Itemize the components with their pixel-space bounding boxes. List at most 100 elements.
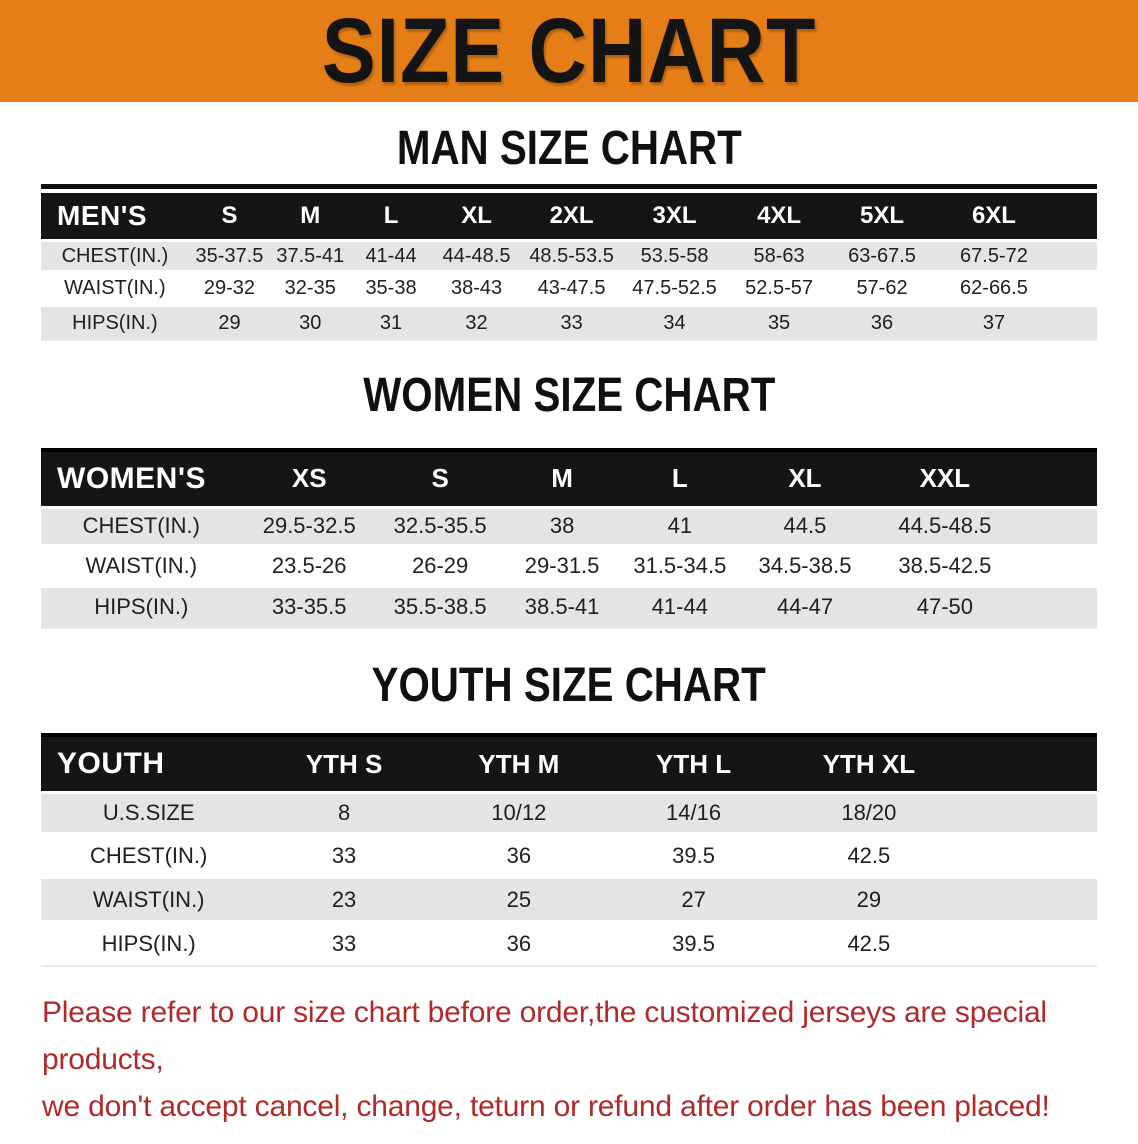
size-value: 18/20: [781, 791, 957, 836]
size-value: 38: [503, 505, 621, 547]
size-value: 32.5-35.5: [376, 505, 504, 547]
column-header: 2XL: [521, 193, 622, 240]
spacer-cell: [1018, 587, 1097, 629]
size-value: 36: [830, 307, 934, 342]
size-value: 43-47.5: [521, 273, 622, 308]
size-value: 37.5-41: [270, 239, 351, 274]
column-header: XL: [431, 193, 522, 240]
size-value: 62-66.5: [933, 273, 1055, 308]
spacer-cell: [1054, 239, 1097, 274]
table-corner-label: YOUTH: [41, 733, 257, 792]
size-value: 32-35: [270, 273, 351, 308]
column-header: YTH L: [605, 733, 782, 792]
men-heading-text: MAN SIZE CHART: [396, 122, 742, 175]
size-value: 33: [521, 307, 622, 342]
size-value: 48.5-53.5: [521, 239, 622, 274]
size-value: 63-67.5: [830, 239, 934, 274]
size-value: 23: [256, 879, 432, 924]
size-value: 14/16: [605, 791, 782, 836]
size-value: 44-48.5: [431, 239, 522, 274]
size-value: 29.5-32.5: [241, 505, 377, 547]
column-header: L: [620, 447, 739, 506]
spacer-cell: [956, 733, 1097, 792]
womens-size-table: WOMEN'S XS S M L XL XXL CHEST(IN.) 29.5-…: [41, 447, 1097, 629]
table-corner-label: WOMEN'S: [41, 447, 242, 506]
size-value: 35-38: [350, 273, 432, 308]
table-header-row: WOMEN'S XS S M L XL XXL: [41, 447, 1097, 506]
youth-heading-text: YOUTH SIZE CHART: [371, 658, 767, 712]
spacer-cell: [1018, 447, 1097, 506]
spacer-cell: [956, 835, 1097, 880]
column-header: L: [350, 193, 432, 240]
column-header: S: [376, 447, 504, 506]
row-label: WAIST(IN.): [41, 273, 189, 308]
youth-size-table-wrap: YOUTH YTH S YTH M YTH L YTH XL U.S.SIZE …: [41, 733, 1097, 968]
size-value: 36: [431, 923, 606, 968]
table-row: CHEST(IN.) 35-37.5 37.5-41 41-44 44-48.5…: [41, 239, 1097, 274]
mens-size-table: MEN'S S M L XL 2XL 3XL 4XL 5XL 6XL CHEST…: [41, 193, 1097, 342]
page-title: SIZE CHART: [321, 0, 817, 102]
size-value: 10/12: [431, 791, 606, 836]
size-value: 35.5-38.5: [376, 587, 504, 629]
column-header: 5XL: [830, 193, 934, 240]
spacer-cell: [956, 923, 1097, 968]
size-value: 34.5-38.5: [738, 546, 871, 588]
table-row: CHEST(IN.) 29.5-32.5 32.5-35.5 38 41 44.…: [41, 505, 1097, 547]
row-label: WAIST(IN.): [41, 879, 257, 924]
table-corner-label: MEN'S: [41, 193, 189, 240]
spacer-cell: [956, 879, 1097, 924]
banner: SIZE CHART: [0, 0, 1138, 102]
column-header: YTH XL: [781, 733, 957, 792]
size-value: 23.5-26: [241, 546, 377, 588]
size-value: 32: [431, 307, 522, 342]
spacer-cell: [1018, 546, 1097, 588]
column-header: YTH S: [256, 733, 432, 792]
size-value: 37: [933, 307, 1055, 342]
size-value: 47.5-52.5: [621, 273, 728, 308]
size-value: 39.5: [605, 923, 782, 968]
size-value: 39.5: [605, 835, 782, 880]
size-value: 44-47: [738, 587, 871, 629]
row-label: U.S.SIZE: [41, 791, 257, 836]
column-header: 3XL: [621, 193, 728, 240]
disclaimer-line-1: Please refer to our size chart before or…: [42, 996, 1047, 1077]
size-value: 41-44: [350, 239, 432, 274]
table-header-row: MEN'S S M L XL 2XL 3XL 4XL 5XL 6XL: [41, 193, 1097, 240]
size-value: 67.5-72: [933, 239, 1055, 274]
women-section-heading: WOMEN SIZE CHART: [0, 369, 1138, 423]
women-heading-text: WOMEN SIZE CHART: [362, 369, 776, 423]
size-value: 53.5-58: [621, 239, 728, 274]
table-row: U.S.SIZE 8 10/12 14/16 18/20: [41, 791, 1097, 836]
row-label: CHEST(IN.): [41, 239, 189, 274]
column-header: M: [270, 193, 351, 240]
table-row: HIPS(IN.) 33 36 39.5 42.5: [41, 923, 1097, 968]
size-value: 38.5-41: [503, 587, 621, 629]
disclaimer: Please refer to our size chart before or…: [42, 989, 1118, 1130]
column-header: XS: [241, 447, 377, 506]
row-label: HIPS(IN.): [41, 307, 189, 342]
size-value: 8: [256, 791, 432, 836]
size-value: 33: [256, 923, 432, 968]
table-row: WAIST(IN.) 23 25 27 29: [41, 879, 1097, 924]
spacer-cell: [1054, 193, 1097, 240]
men-section-heading: MAN SIZE CHART: [0, 122, 1138, 175]
youth-size-table: YOUTH YTH S YTH M YTH L YTH XL U.S.SIZE …: [41, 733, 1097, 968]
spacer-cell: [1054, 273, 1097, 308]
table-header-row: YOUTH YTH S YTH M YTH L YTH XL: [41, 733, 1097, 792]
size-value: 31: [350, 307, 432, 342]
table-row: WAIST(IN.) 23.5-26 26-29 29-31.5 31.5-34…: [41, 546, 1097, 588]
size-value: 52.5-57: [727, 273, 831, 308]
size-value: 26-29: [376, 546, 504, 588]
size-value: 47-50: [870, 587, 1019, 629]
column-header: 4XL: [727, 193, 831, 240]
disclaimer-line-2: we don't accept cancel, change, teturn o…: [42, 1090, 1050, 1124]
size-value: 25: [431, 879, 606, 924]
column-header: YTH M: [431, 733, 606, 792]
mens-size-table-wrap: MEN'S S M L XL 2XL 3XL 4XL 5XL 6XL CHEST…: [41, 184, 1097, 342]
size-value: 44.5-48.5: [870, 505, 1019, 547]
column-header: S: [188, 193, 271, 240]
size-value: 33-35.5: [241, 587, 377, 629]
size-value: 44.5: [738, 505, 871, 547]
table-row: HIPS(IN.) 33-35.5 35.5-38.5 38.5-41 41-4…: [41, 587, 1097, 629]
size-value: 35-37.5: [188, 239, 271, 274]
